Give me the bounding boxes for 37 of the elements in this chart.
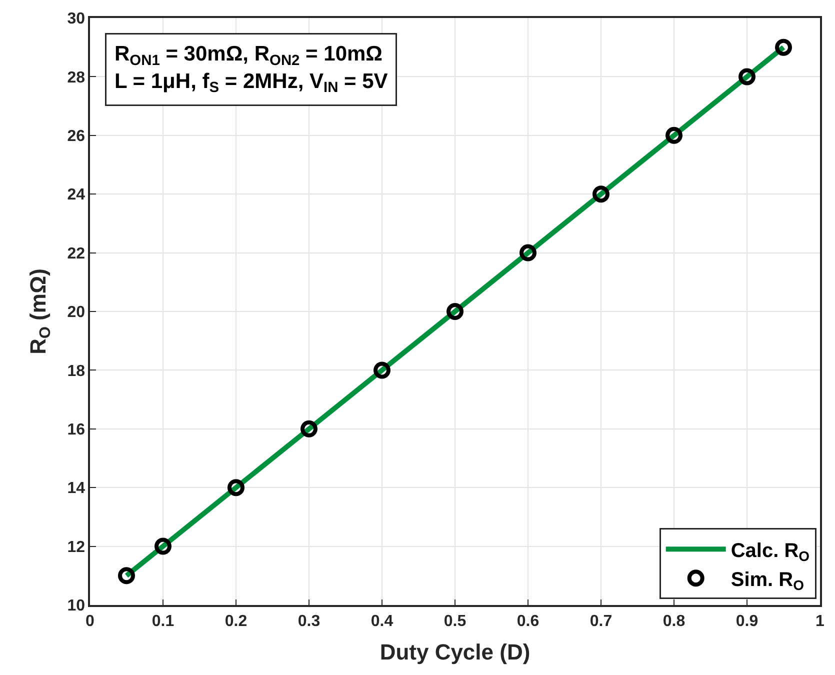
point xyxy=(520,244,536,262)
point xyxy=(775,38,792,56)
y-tick-label: 20 xyxy=(67,304,86,322)
legend-label: Calc. R$_{O}$ xyxy=(730,540,810,564)
x-tick-label: 0.1 xyxy=(152,612,174,630)
y-tick-label: 24 xyxy=(67,186,86,204)
x-tick-label: 0.2 xyxy=(224,612,248,630)
y-tick-label: 16 xyxy=(67,422,86,438)
x-tick-label: 0.8 xyxy=(662,612,686,630)
point xyxy=(738,68,756,86)
x-tick-label: 0.4 xyxy=(370,612,394,630)
y-tick-label: 28 xyxy=(67,69,86,86)
y-tick-label: 10 xyxy=(67,598,86,615)
x-tick-label: 0.5 xyxy=(444,612,466,630)
x-tick-label: 0 xyxy=(86,612,95,630)
y-tick-label: 26 xyxy=(67,128,86,145)
y-tick-label: 30 xyxy=(67,10,86,28)
x-axis-title: Duty Cycle (D) xyxy=(380,639,530,664)
x-tick-label: 0.7 xyxy=(590,612,612,630)
point xyxy=(446,303,464,320)
text: R$_{ON1}$ = 30mΩ, R$_{ON2}$ = 10mΩ L = 1μH, f$_{S}$ = 2MHz, V$_{IN}$ = 5V xyxy=(114,42,388,96)
x-tick-label: 0.6 xyxy=(516,612,540,630)
legend-label: Sim. R$_{O}$ xyxy=(730,568,804,594)
point xyxy=(374,362,390,379)
x-tick-label: 0.3 xyxy=(298,612,320,630)
point xyxy=(592,186,610,203)
point xyxy=(154,538,172,555)
y-tick-label: 14 xyxy=(67,480,86,498)
x-tick-label: 0.9 xyxy=(736,612,758,630)
point xyxy=(300,420,318,438)
point xyxy=(118,567,135,584)
y-tick-label: 22 xyxy=(67,245,86,262)
point xyxy=(666,126,682,144)
y-tick-label: 18 xyxy=(67,362,86,380)
y-tick-label: 12 xyxy=(67,538,86,556)
x-tick-label: 1 xyxy=(816,612,825,630)
point xyxy=(228,479,244,496)
